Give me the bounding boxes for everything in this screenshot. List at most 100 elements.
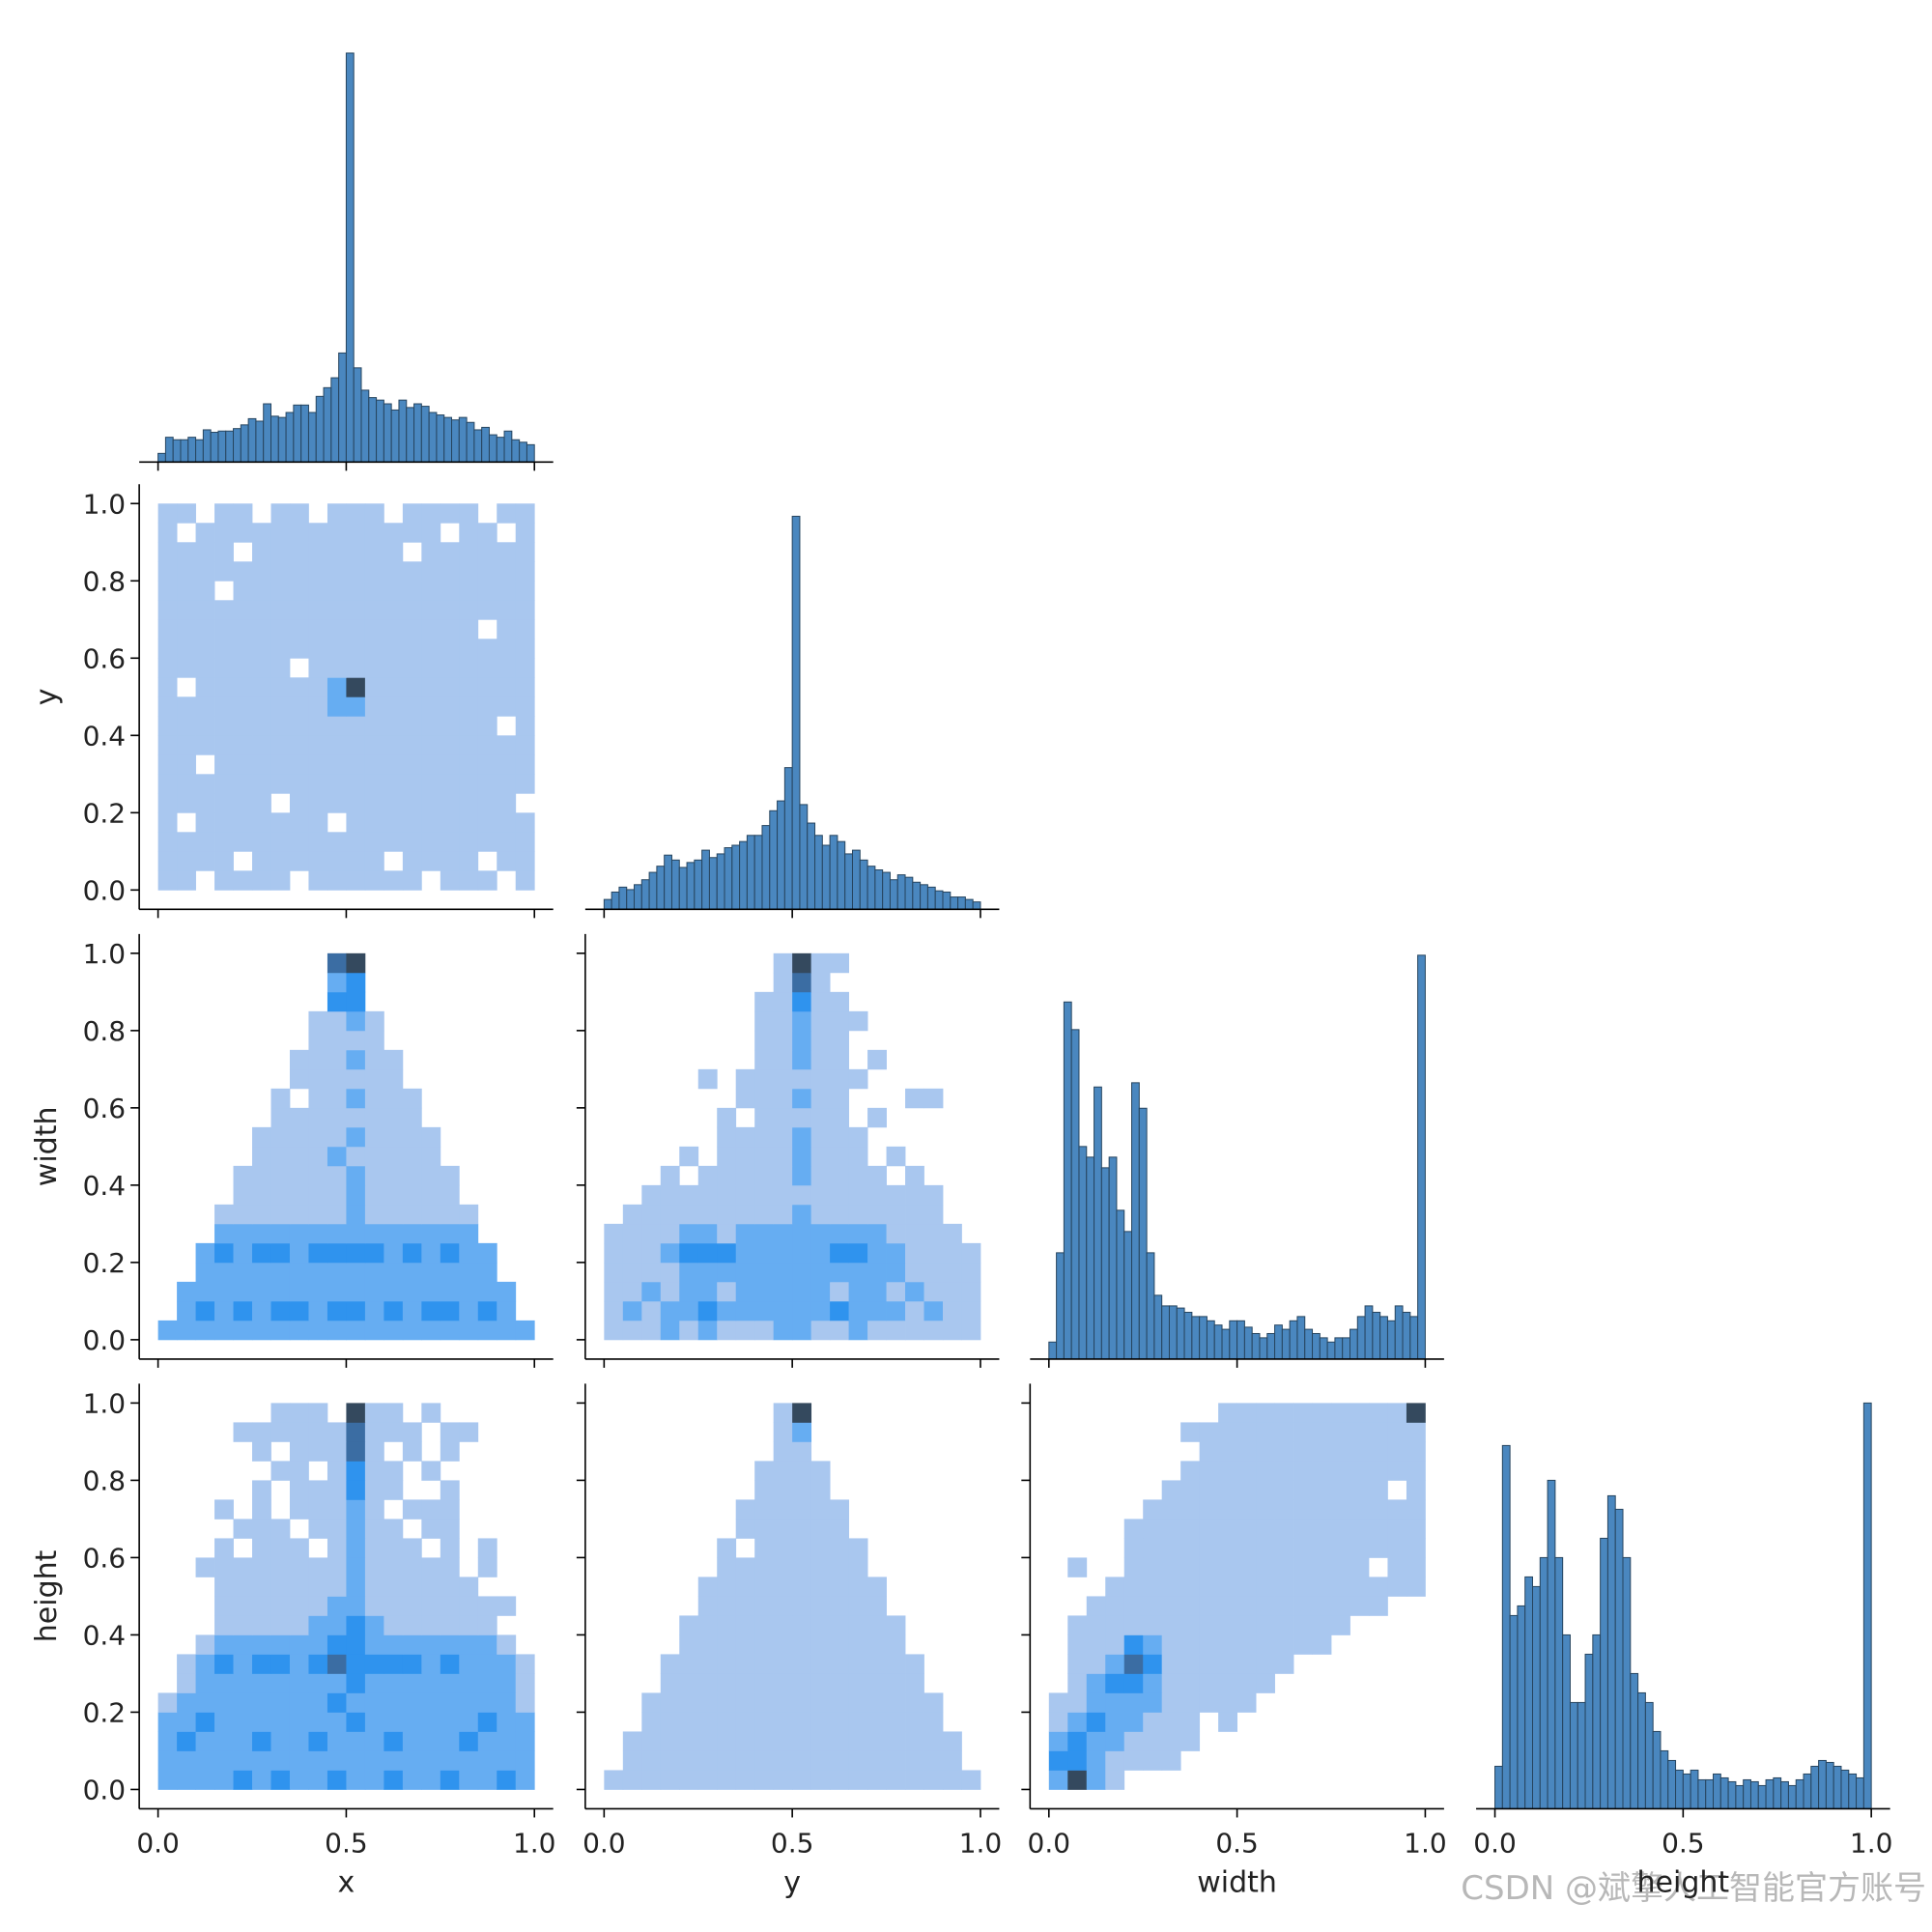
hist2d-cell <box>459 1596 479 1616</box>
hist2d-cell <box>1161 1538 1181 1558</box>
hist2d-cell <box>792 1538 812 1558</box>
hist2d-cell <box>697 1654 718 1674</box>
hist2d-cell <box>773 1596 793 1616</box>
hist-bar <box>634 884 642 910</box>
x-tick-label: 0.5 <box>1215 1827 1259 1859</box>
hist-bar <box>157 452 166 463</box>
hist2d-cell <box>270 696 291 717</box>
hist2d-cell <box>697 1204 718 1225</box>
hist2d-cell <box>270 1712 291 1732</box>
hist2d-cell <box>754 1223 775 1244</box>
hist2d-cell <box>830 1577 849 1597</box>
hist2d-cell <box>735 1519 755 1539</box>
hist2d-cell <box>622 1770 642 1790</box>
hist-bar <box>1757 1784 1767 1809</box>
hist2d-cell <box>402 1242 422 1264</box>
hist-bar <box>664 854 672 910</box>
hist2d-cell <box>1218 1634 1238 1655</box>
hist2d-cell <box>384 542 404 562</box>
hist2d-cell <box>252 1634 271 1655</box>
hist2d-cell <box>214 812 234 833</box>
hist2d-cell <box>1143 1577 1163 1597</box>
hist2d-cell <box>252 851 271 871</box>
hist2d-cell <box>604 1320 624 1341</box>
hist2d-cell <box>346 1320 366 1341</box>
hist-bar <box>769 810 779 910</box>
hist2d-cell <box>459 639 479 659</box>
hist2d-cell <box>364 1596 384 1616</box>
hist2d-cell <box>848 1654 868 1674</box>
hist2d-cell <box>622 1242 642 1264</box>
hist2d-cell <box>402 793 422 813</box>
hist2d-cell <box>810 991 831 1012</box>
hist2d-cell <box>810 1731 831 1751</box>
hist2d-cell <box>346 952 366 974</box>
hist2d-cell <box>308 1750 328 1771</box>
hist2d-cell <box>270 1577 291 1597</box>
hist2d-cell <box>384 658 404 678</box>
hist2d-cell <box>252 658 271 678</box>
hist2d-cell <box>754 1499 775 1520</box>
hist-bar <box>1379 1316 1388 1360</box>
hist2d-cell <box>233 1204 253 1225</box>
hist2d-cell <box>717 1281 737 1302</box>
hist2d-cell <box>402 561 422 582</box>
hist2d-cell <box>289 1107 309 1128</box>
hist2d-cell <box>440 1499 460 1520</box>
hist2d-cell <box>1312 1480 1332 1500</box>
hist-bar <box>1356 1316 1366 1360</box>
hist2d-cell <box>214 793 234 813</box>
hist2d-cell <box>679 1262 699 1283</box>
x-tick-label: 0.5 <box>771 1827 814 1859</box>
hist2d-cell <box>754 1146 775 1167</box>
hist2d-cell <box>1406 1422 1426 1442</box>
hist2d-cell <box>477 1673 497 1693</box>
hist2d-cell <box>792 1320 812 1341</box>
hist2d-cell <box>327 1538 347 1558</box>
y-tick-label: 0.8 <box>83 1464 127 1496</box>
hist2d-cell <box>1180 1557 1201 1577</box>
hist2d-cell <box>961 1320 981 1341</box>
hist2d-cell <box>289 1204 309 1225</box>
hist2d-cell <box>157 716 178 736</box>
hist2d-cell <box>717 1223 737 1244</box>
hist2d-cell <box>848 1320 868 1341</box>
hist2d-cell <box>830 1596 849 1616</box>
hist2d-cell <box>346 1281 366 1302</box>
hist2d-cell <box>1312 1403 1332 1423</box>
hist2d-cell <box>697 1242 718 1264</box>
hist2d-cell <box>346 696 366 717</box>
histogram <box>1494 1402 1872 1809</box>
hist2d-cell <box>308 1107 328 1128</box>
hist2d-cell <box>308 1441 328 1462</box>
hist-bar <box>1637 1691 1646 1809</box>
hist2d-cell <box>867 1184 887 1206</box>
hist2d-cell <box>421 581 441 601</box>
hist2d-cell <box>792 1654 812 1674</box>
hist2d-cell <box>327 1146 347 1167</box>
hist2d-cell <box>515 1692 535 1713</box>
hist2d-cell <box>346 658 366 678</box>
hist2d-cell <box>402 1146 422 1167</box>
hist2d-cell <box>1161 1596 1181 1616</box>
hist2d-cell <box>1236 1557 1257 1577</box>
hist2d-cell <box>773 1461 793 1481</box>
hist2d-cell <box>773 1049 793 1070</box>
hist2d-cell <box>1387 1461 1407 1481</box>
hist2d-cell <box>1387 1557 1407 1577</box>
hist2d-cell <box>289 1049 309 1070</box>
hist2d-cell <box>1180 1712 1201 1732</box>
hist2d-cell <box>754 1300 775 1321</box>
hist2d-cell <box>867 1204 887 1225</box>
hist2d-cell <box>440 1557 460 1577</box>
hist2d-cell <box>622 1281 642 1302</box>
hist2d-cell <box>364 1281 384 1302</box>
hist2d-cell <box>717 1184 737 1206</box>
hist2d-cell <box>1331 1615 1350 1635</box>
hist-bar <box>1312 1332 1321 1360</box>
hist2d-cell <box>270 1519 291 1539</box>
hist2d-cell <box>402 1184 422 1206</box>
hist2d-cell <box>867 1223 887 1244</box>
hist2d-cell <box>754 1615 775 1635</box>
hist-bar <box>1394 1305 1404 1360</box>
